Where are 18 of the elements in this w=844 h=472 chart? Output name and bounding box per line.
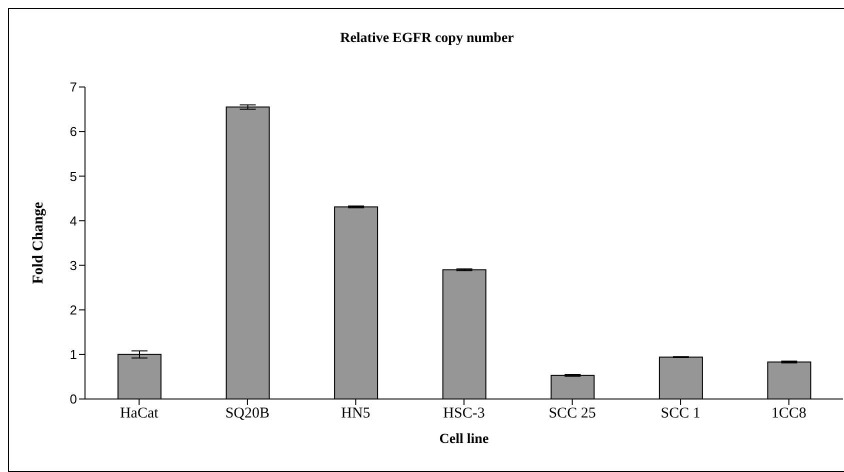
y-tick-label: 2 <box>70 302 77 318</box>
y-tick-label: 0 <box>70 392 77 407</box>
y-tick-label: 1 <box>70 347 77 362</box>
y-tick-label: 4 <box>70 213 77 228</box>
x-tick-label: HaCat <box>120 406 160 422</box>
chart-title: Relative EGFR copy number <box>339 31 515 47</box>
x-tick-label: 1CC8 <box>771 406 806 422</box>
y-tick-label: 7 <box>70 80 77 95</box>
x-tick-label: SQ20B <box>225 406 270 422</box>
y-axis-title: Fold Change <box>30 202 46 284</box>
y-tick-label: 5 <box>70 168 77 184</box>
x-axis-title: Cell line <box>439 432 489 447</box>
x-tick-label: HN5 <box>341 406 370 422</box>
y-tick-label: 3 <box>70 258 77 273</box>
x-tick-label: HSC-3 <box>443 406 485 422</box>
x-tick-label: SCC 1 <box>660 406 700 422</box>
y-tick-label: 6 <box>70 124 77 140</box>
x-tick-label: SCC 25 <box>548 406 596 422</box>
